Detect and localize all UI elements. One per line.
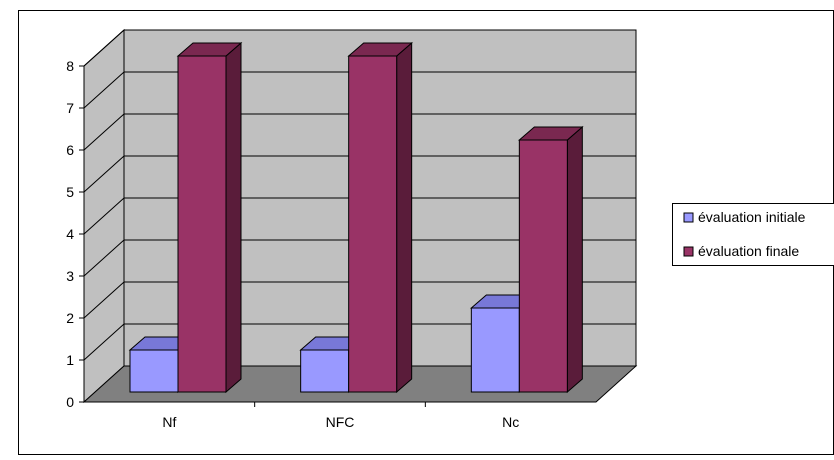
bar-NFC-finale [349, 43, 412, 392]
y-tick-label: 0 [66, 394, 74, 410]
bar-front [301, 350, 349, 392]
legend-label-initiale: évaluation initiale [698, 209, 806, 225]
y-tick-label: 2 [66, 310, 74, 326]
y-tick-label: 4 [66, 226, 74, 242]
legend-swatch-initiale [684, 213, 693, 222]
y-tick-label: 7 [66, 100, 74, 116]
y-tick-label: 6 [66, 142, 74, 158]
bar-front [519, 140, 567, 392]
bar-front [130, 350, 178, 392]
bar-side [567, 127, 582, 392]
bar-side [397, 43, 412, 392]
y-tick-label: 5 [66, 184, 74, 200]
legend: évaluation initiale évaluation finale [673, 204, 834, 266]
x-tick-label: Nc [502, 414, 519, 430]
y-tick-label: 1 [66, 352, 74, 368]
legend-label-finale: évaluation finale [698, 243, 799, 259]
bar-front [471, 308, 519, 392]
bar-front [178, 56, 226, 392]
y-tick-label: 8 [66, 58, 74, 74]
y-tick-label: 3 [66, 268, 74, 284]
x-tick-label: Nf [162, 414, 176, 430]
bar-Nc-finale [519, 127, 582, 392]
legend-swatch-finale [684, 247, 693, 256]
x-tick-label: NFC [326, 414, 355, 430]
bar-Nf-finale [178, 43, 241, 392]
bar-front [349, 56, 397, 392]
bar-side [226, 43, 241, 392]
